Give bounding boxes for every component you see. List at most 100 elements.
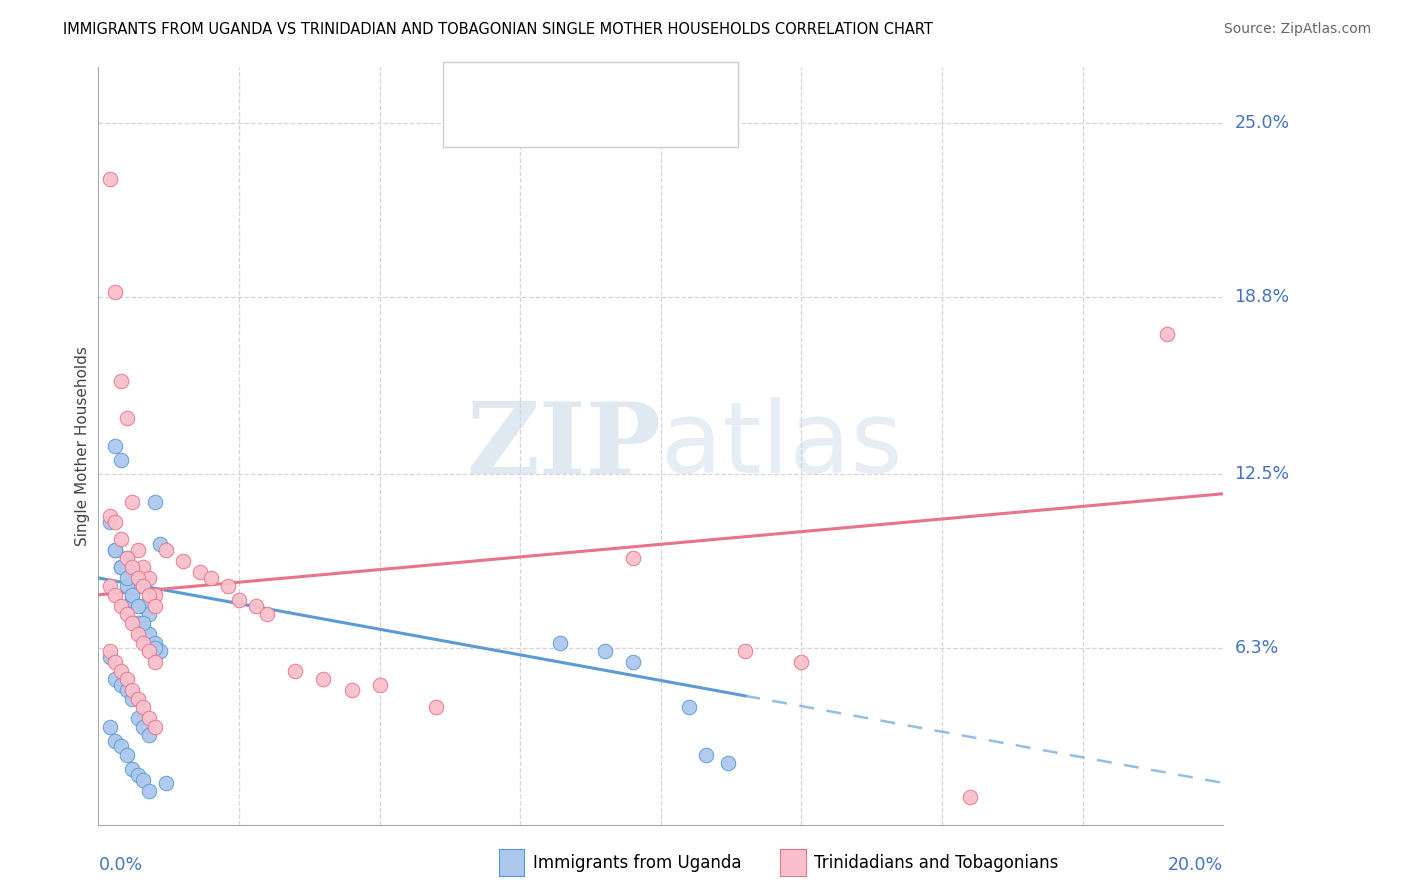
Point [188,566,211,580]
Point [734,644,756,658]
Point [138,607,160,622]
Text: 0.0%: 0.0% [98,855,142,873]
Text: R =: R = [494,112,533,130]
Y-axis label: Single Mother Households: Single Mother Households [75,346,90,546]
Point [425,700,447,714]
Point [959,790,981,805]
Point [155,542,177,557]
Point [110,664,132,678]
Point [104,285,127,299]
Point [127,542,149,557]
Point [110,739,132,754]
Point [104,515,127,529]
Point [149,537,172,551]
Text: 25.0%: 25.0% [1234,114,1289,132]
Point [138,588,160,602]
Point [143,655,166,669]
Text: Immigrants from Uganda: Immigrants from Uganda [533,854,741,871]
Point [143,588,166,602]
Text: N =: N = [595,112,647,130]
Point [621,655,644,669]
Point [312,672,335,686]
Text: Trinidadians and Tobagonians: Trinidadians and Tobagonians [814,854,1059,871]
Text: N =: N = [595,73,647,91]
Point [115,411,138,425]
Point [695,747,717,762]
Point [548,635,571,649]
Point [127,579,149,593]
Point [138,627,160,641]
Point [132,635,155,649]
Point [256,607,278,622]
Point [143,720,166,734]
Text: 0.095: 0.095 [530,112,586,130]
Point [790,655,813,669]
Text: IMMIGRANTS FROM UGANDA VS TRINIDADIAN AND TOBAGONIAN SINGLE MOTHER HOUSEHOLDS CO: IMMIGRANTS FROM UGANDA VS TRINIDADIAN AN… [63,22,934,37]
Point [127,599,149,613]
Text: -0.180: -0.180 [530,73,595,91]
Point [121,593,143,607]
Point [143,635,166,649]
Point [98,644,121,658]
Point [143,495,166,509]
Point [132,700,155,714]
Text: 12.5%: 12.5% [1234,465,1289,483]
Point [132,622,155,636]
Point [115,551,138,566]
Point [121,588,143,602]
Text: 20.0%: 20.0% [1168,855,1223,873]
Point [98,720,121,734]
Point [155,776,177,790]
Point [228,593,250,607]
Point [593,644,616,658]
Point [98,515,121,529]
Point [115,579,138,593]
Text: R =: R = [494,73,533,91]
Point [138,784,160,798]
Text: 54: 54 [637,112,662,130]
Point [104,672,127,686]
Point [127,571,149,585]
Point [110,559,132,574]
Point [127,615,149,630]
Point [115,607,138,622]
Point [217,579,239,593]
Point [138,711,160,725]
Point [127,691,149,706]
Point [143,641,166,656]
Point [104,588,127,602]
Point [104,655,127,669]
Point [127,627,149,641]
Point [110,678,132,692]
Point [121,495,143,509]
Point [110,559,132,574]
Text: 49: 49 [637,73,662,91]
Point [115,571,138,585]
Point [104,734,127,748]
Point [110,599,132,613]
Point [104,542,127,557]
Point [121,762,143,776]
Text: 6.3%: 6.3% [1234,640,1278,657]
Point [104,439,127,453]
Point [132,773,155,788]
Point [121,683,143,698]
Point [115,747,138,762]
Point [340,683,363,698]
Point [98,579,121,593]
Point [172,554,194,568]
Text: Source: ZipAtlas.com: Source: ZipAtlas.com [1223,22,1371,37]
Point [678,700,700,714]
Point [138,644,160,658]
Point [368,678,391,692]
Point [1156,326,1178,341]
Point [245,599,267,613]
Point [127,767,149,781]
Point [115,551,138,566]
Point [115,683,138,698]
Point [98,509,121,524]
Point [121,691,143,706]
Point [98,649,121,664]
Point [98,172,121,186]
Text: ZIP: ZIP [465,398,661,494]
